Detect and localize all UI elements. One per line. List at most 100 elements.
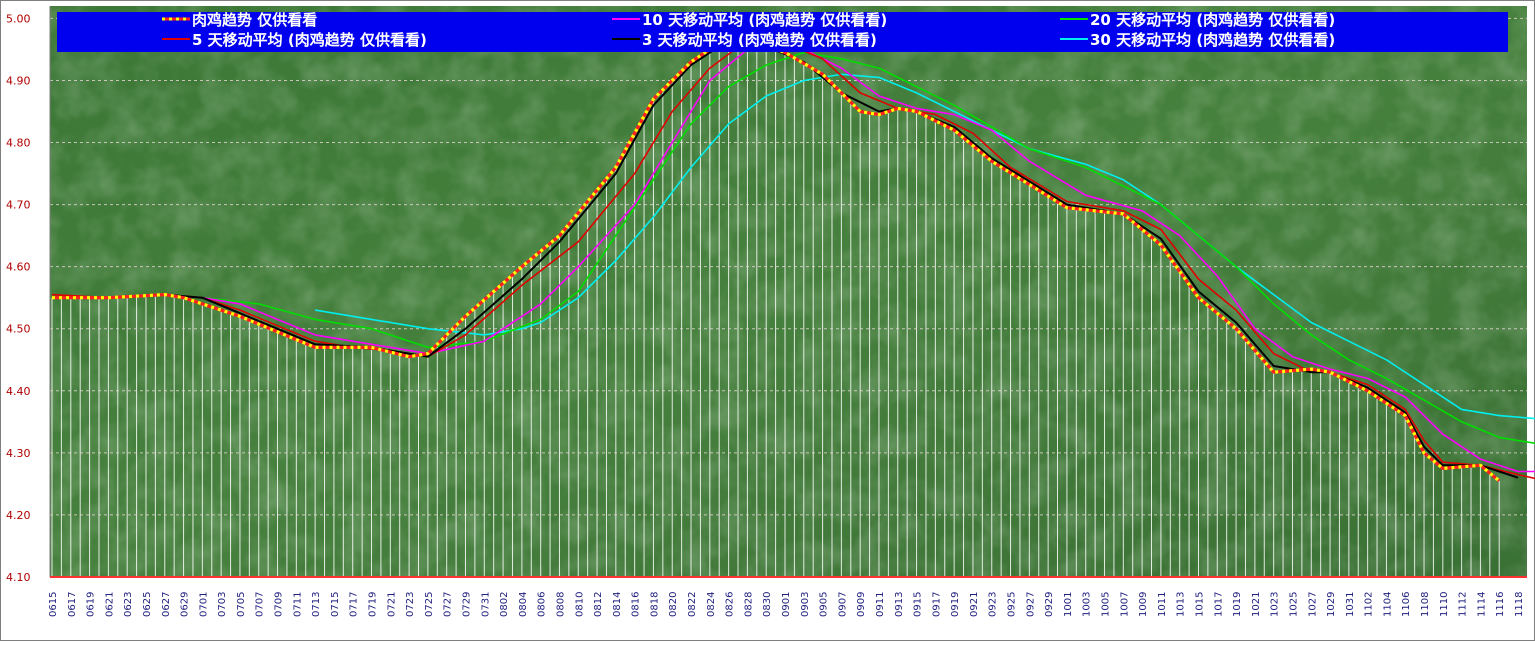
y-tick-label: 4.50 (6, 323, 31, 336)
x-tick-label: 0804 (518, 592, 529, 617)
x-tick-label: 0911 (875, 592, 886, 617)
x-tick-label: 1029 (1326, 592, 1337, 617)
y-tick-label: 4.70 (6, 199, 31, 212)
x-tick-label: 0814 (612, 592, 623, 617)
x-tick-label: 1116 (1495, 592, 1506, 617)
legend-entry: 20 天移动平均 (肉鸡趋势 仅供看看) (1090, 11, 1335, 29)
x-tick-label: 0731 (480, 592, 491, 617)
x-tick-label: 0707 (255, 592, 266, 617)
x-tick-label: 1112 (1458, 592, 1469, 617)
x-tick-label: 1005 (1101, 592, 1112, 617)
x-tick-label: 0830 (762, 592, 773, 617)
x-tick-label: 1007 (1119, 592, 1130, 617)
y-tick-label: 4.40 (6, 385, 31, 398)
x-tick-label: 1104 (1382, 592, 1393, 617)
x-tick-label: 0822 (687, 592, 698, 617)
x-tick-label: 0715 (330, 592, 341, 617)
x-tick-label: 0919 (950, 592, 961, 617)
x-tick-label: 1025 (1288, 592, 1299, 617)
series-line (202, 42, 1535, 473)
x-tick-label: 1003 (1082, 592, 1093, 617)
x-tick-label: 0826 (725, 592, 736, 617)
x-tick-label: 0615 (48, 592, 59, 617)
x-tick-label: 0713 (311, 592, 322, 617)
legend: 肉鸡趋势 仅供看看 10 天移动平均 (肉鸡趋势 仅供看看) 20 天移动平均 (肉… (57, 11, 1508, 52)
series-line-main (52, 35, 1501, 483)
x-tick-label: 0627 (161, 592, 172, 617)
legend-entry: 3 天移动平均 (肉鸡趋势 仅供看看) (642, 31, 877, 49)
x-tick-label: 1114 (1476, 592, 1487, 617)
x-tick-label: 1021 (1251, 592, 1262, 617)
x-tick-label: 0617 (67, 592, 78, 617)
x-tick-label: 0903 (800, 592, 811, 617)
y-tick-label: 4.10 (6, 571, 31, 584)
x-tick-label: 0709 (274, 592, 285, 617)
axes: 4.10 4.20 4.30 4.40 4.50 4.60 4.70 4.80 4.90 5.00… (6, 6, 1527, 617)
x-tick-label: 0703 (217, 592, 228, 617)
series-layer (51, 35, 1535, 483)
x-tick-label: 0810 (574, 592, 585, 617)
x-tick-label: 1108 (1420, 592, 1431, 617)
plot-texture (50, 6, 1527, 577)
y-tick-label: 4.90 (6, 74, 31, 87)
x-tick-label: 1013 (1176, 592, 1187, 617)
x-tick-label: 0802 (499, 592, 510, 617)
x-tick-label: 0806 (537, 592, 548, 617)
x-tick-label: 0828 (743, 592, 754, 617)
x-tick-label: 0705 (236, 592, 247, 617)
x-tick-label: 0727 (443, 592, 454, 617)
x-tick-label: 1009 (1138, 592, 1149, 617)
x-tick-label: 0818 (649, 592, 660, 617)
series-line (202, 51, 1535, 445)
x-tick-label: 1110 (1439, 592, 1450, 617)
x-tick-label: 0625 (142, 592, 153, 617)
x-tick-label: 0623 (123, 592, 134, 617)
legend-entry: 肉鸡趋势 仅供看看 (192, 11, 317, 29)
x-tick-label: 1118 (1514, 592, 1525, 617)
legend-box (57, 12, 1508, 52)
x-tick-label: 0907 (837, 592, 848, 617)
y-tick-label: 5.00 (6, 12, 31, 25)
x-tick-label: 0721 (386, 592, 397, 617)
x-tick-label: 1015 (1194, 592, 1205, 617)
x-tick-label: 0905 (819, 592, 830, 617)
x-tick-label: 0909 (856, 592, 867, 617)
x-tick-label: 0901 (781, 592, 792, 617)
x-tick-label: 0701 (198, 592, 209, 617)
x-tick-label: 0927 (1025, 592, 1036, 617)
y-tick-label: 4.30 (6, 447, 31, 460)
x-tick-label: 1102 (1364, 592, 1375, 617)
x-tick-label: 0621 (104, 592, 115, 617)
x-tick-label: 0923 (988, 592, 999, 617)
x-tick-label: 1106 (1401, 592, 1412, 617)
x-tick-label: 0816 (631, 592, 642, 617)
x-tick-label: 1011 (1157, 592, 1168, 617)
x-tick-label: 0723 (405, 592, 416, 617)
legend-entry: 5 天移动平均 (肉鸡趋势 仅供看看) (192, 31, 427, 49)
y-tick-label: 4.20 (6, 509, 31, 522)
x-tick-label: 0917 (931, 592, 942, 617)
x-tick-label: 0719 (368, 592, 379, 617)
x-tick-label: 0913 (894, 592, 905, 617)
x-tick-label: 0812 (593, 592, 604, 617)
x-tick-label: 0808 (555, 592, 566, 617)
x-tick-label: 1023 (1270, 592, 1281, 617)
x-tick-label: 1001 (1063, 592, 1074, 617)
x-tick-label: 1031 (1345, 592, 1356, 617)
x-tick-label: 0921 (969, 592, 980, 617)
y-tick-label: 4.80 (6, 137, 31, 150)
series-line (314, 73, 1535, 420)
x-tick-label: 0725 (424, 592, 435, 617)
x-tick-label: 0929 (1044, 592, 1055, 617)
x-tick-label: 0729 (461, 592, 472, 617)
legend-entry: 30 天移动平均 (肉鸡趋势 仅供看看) (1090, 31, 1335, 49)
x-tick-label: 1017 (1213, 592, 1224, 617)
x-tick-label: 0717 (349, 592, 360, 617)
x-tick-label: 0820 (668, 592, 679, 617)
x-tick-label: 0824 (706, 592, 717, 617)
x-tick-label: 0629 (180, 592, 191, 617)
x-tick-label: 0925 (1007, 592, 1018, 617)
